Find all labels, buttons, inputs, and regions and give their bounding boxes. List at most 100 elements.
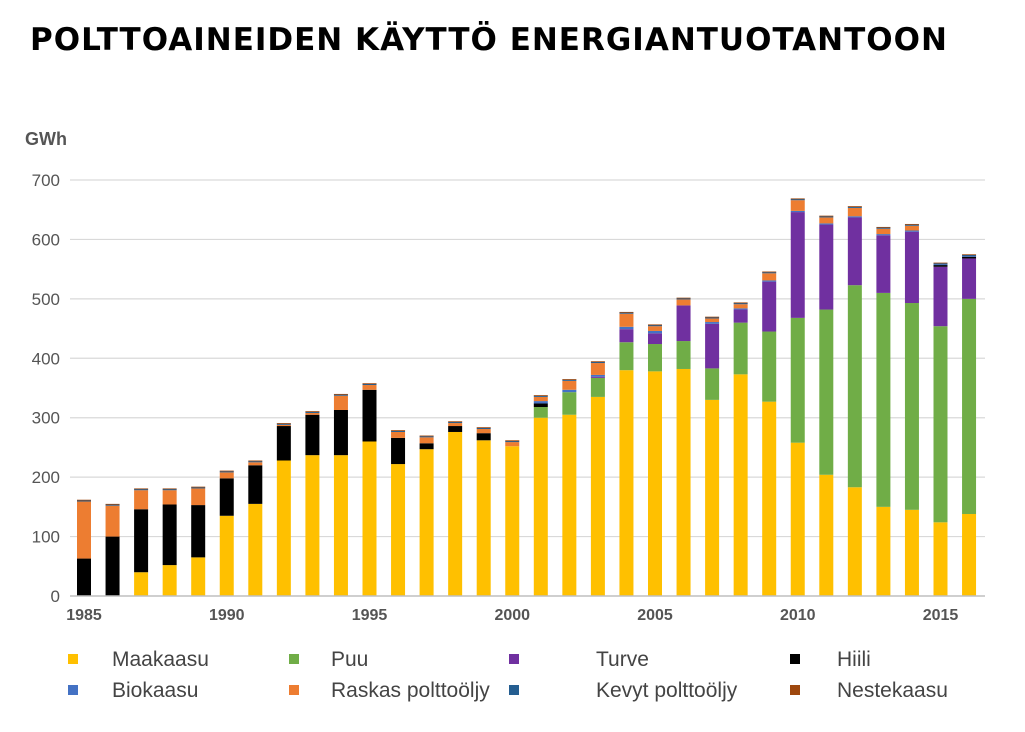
bar-segment <box>219 472 234 479</box>
bar-segment <box>448 431 463 596</box>
bar-segment <box>762 272 777 274</box>
legend-label: Puu <box>331 648 368 671</box>
legend-label: Nestekaasu <box>837 679 948 702</box>
bar-segment <box>847 216 862 218</box>
y-tick-label: 400 <box>32 349 60 368</box>
y-unit-label: GWh <box>25 129 67 149</box>
bar-segment <box>619 311 634 313</box>
bar-segment <box>162 504 177 566</box>
bar-segment <box>933 263 948 265</box>
bar-segment <box>562 380 577 390</box>
bars <box>77 198 977 596</box>
bar-segment <box>876 228 891 235</box>
bar-segment <box>533 395 548 396</box>
bar-segment <box>619 313 634 327</box>
bar-segment <box>248 503 263 596</box>
bar-segment <box>191 557 206 596</box>
bar-segment <box>162 489 177 491</box>
bar-segment <box>476 427 491 430</box>
bar-segment <box>733 308 748 310</box>
bar-segment <box>876 235 891 293</box>
bar-segment <box>619 312 634 314</box>
bar-segment <box>276 426 291 461</box>
y-tick-label: 300 <box>32 409 60 428</box>
bar-segment <box>933 326 948 523</box>
bar-segment <box>847 206 862 207</box>
bar-segment <box>819 217 834 224</box>
bar-segment <box>933 264 948 266</box>
bar-segment <box>733 309 748 323</box>
bar-segment <box>762 273 777 281</box>
bar-segment <box>105 504 120 506</box>
x-tick-label: 2005 <box>637 607 673 624</box>
bar-segment <box>391 430 406 431</box>
bar-segment <box>191 488 206 506</box>
legend-swatch <box>790 685 800 695</box>
bar-segment <box>419 435 434 437</box>
bar-segment <box>77 499 91 501</box>
bar-segment <box>733 322 748 375</box>
bar-segment <box>733 374 748 596</box>
bar-segment <box>904 509 919 596</box>
bar-segment <box>533 417 548 596</box>
bar-segment <box>219 471 234 473</box>
bar-segment <box>733 304 748 309</box>
legend-swatch <box>68 654 78 664</box>
bar-segment <box>876 292 891 507</box>
bar-segment <box>790 199 805 201</box>
bar-segment <box>419 443 434 450</box>
bar-segment <box>676 298 691 300</box>
bar-segment <box>819 215 834 217</box>
legend-swatch <box>790 654 800 664</box>
bar-segment <box>105 536 120 596</box>
bar-segment <box>904 225 919 231</box>
bar-segment <box>562 389 577 393</box>
bar-segment <box>676 368 691 596</box>
bar-segment <box>448 421 463 423</box>
bar-segment <box>733 302 748 304</box>
bar-segment <box>676 297 691 299</box>
bar-segment <box>847 206 862 208</box>
bar-segment <box>276 423 291 425</box>
bar-segment <box>904 224 919 226</box>
bar-segment <box>819 223 834 225</box>
bar-segment <box>248 462 263 466</box>
bar-segment <box>362 385 377 390</box>
bar-segment <box>391 431 406 438</box>
bar-segment <box>134 488 149 490</box>
y-tick-label: 500 <box>32 290 60 309</box>
bar-segment <box>333 395 348 410</box>
bar-segment <box>533 396 548 402</box>
bar-segment <box>77 500 91 502</box>
bar-segment <box>505 440 520 442</box>
bar-segment <box>876 226 891 228</box>
bar-segment <box>191 505 206 558</box>
bar-segment <box>705 318 720 323</box>
bar-segment <box>276 423 291 424</box>
bar-segment <box>333 394 348 396</box>
bar-segment <box>77 558 91 596</box>
legend-swatch <box>68 685 78 695</box>
bar-segment <box>705 368 720 400</box>
bar-segment <box>762 271 777 273</box>
bar-segment <box>590 377 605 397</box>
bar-segment <box>904 223 919 225</box>
bar-segment <box>904 231 919 304</box>
legend: Maakaasu Puu Turve Hiili Biokaasu Raskas polt… <box>68 648 948 702</box>
bar-segment <box>790 442 805 596</box>
gridlines <box>70 179 985 538</box>
bar-segment <box>105 503 120 505</box>
bar-segment <box>305 411 320 413</box>
bar-segment <box>648 333 662 345</box>
bar-segment <box>962 254 977 257</box>
bar-segment <box>962 513 977 596</box>
y-tick-label: 0 <box>51 587 60 606</box>
bar-segment <box>790 200 805 211</box>
bar-segment <box>333 409 348 456</box>
bar-segment <box>962 256 977 259</box>
legend-swatch <box>289 654 299 664</box>
bar-segment <box>847 207 862 217</box>
legend-label: Maakaasu <box>112 648 209 671</box>
y-axis-ticks: 0 100 200 300 400 500 600 700 <box>32 171 60 606</box>
